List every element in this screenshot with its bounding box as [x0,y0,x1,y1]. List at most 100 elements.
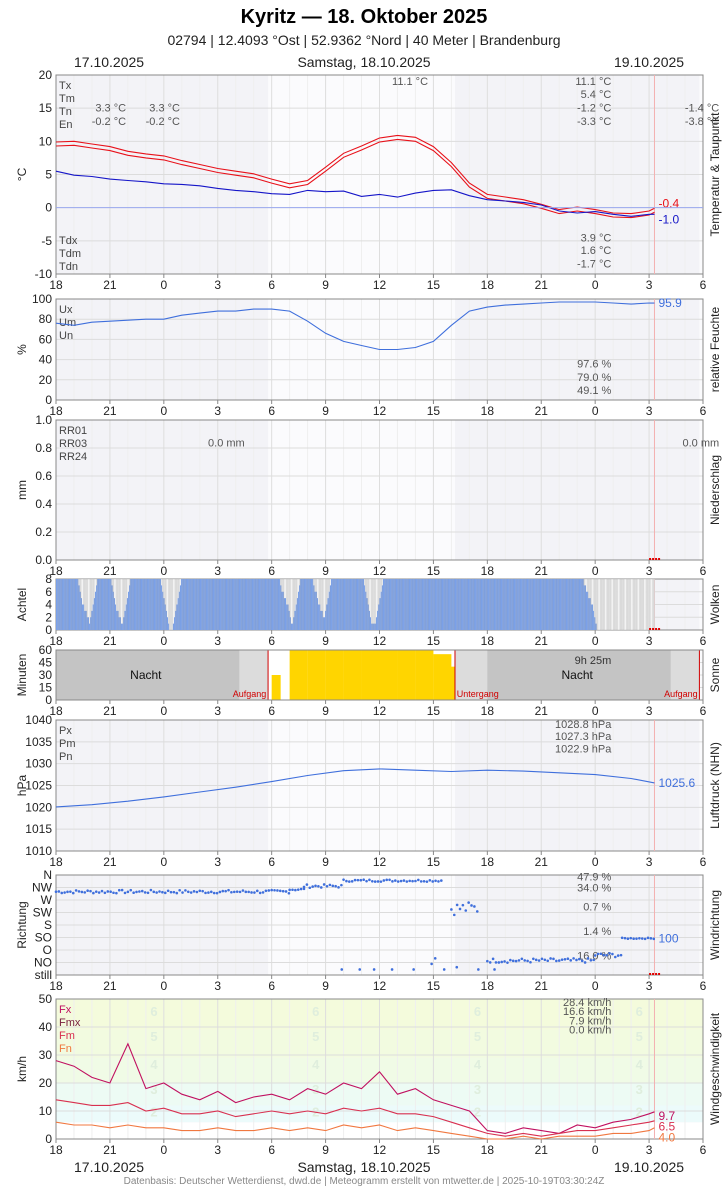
cloud-bar [564,579,567,630]
cloud-bar [289,617,292,630]
direction-point [299,887,303,891]
direction-point [543,958,547,962]
cloud-bar [152,579,155,630]
last-value: 1025.6 [658,776,695,790]
cloud-bar [569,579,571,630]
annotation: 34.0 % [577,883,611,895]
bft-label: 6 [312,1004,319,1019]
cloud-bar [135,579,137,630]
bft-label: 4 [474,1057,482,1072]
cloud-bar [454,579,457,630]
cloud-bar [328,591,330,630]
y-tick-label: 80 [39,312,53,326]
cloud-bar [353,579,355,630]
direction-point [649,937,653,940]
annotation: 0.0 mm [208,438,245,450]
x-tick-label: 18 [49,855,63,869]
cloud-bar [276,579,279,630]
y-tick-label: 0 [45,393,52,407]
cloud-bar [292,623,294,630]
sunset-label: Untergang [457,689,499,699]
direction-point [613,955,617,959]
direction-point [305,883,309,886]
direction-point [458,907,462,911]
cloud-bar [407,579,410,630]
cloud-bar [394,579,397,630]
direction-point [152,890,156,894]
cloud-bar [310,579,313,630]
direction-point [555,959,558,963]
cloud-bar [166,617,169,630]
y-axis-label: hPa [15,775,29,797]
direction-point [563,957,567,961]
direction-point [169,890,173,894]
cloud-bar [430,579,432,630]
legend-entry: Tn [59,106,72,118]
x-tick-label: 18 [481,1143,495,1157]
cloud-bar [296,598,299,630]
cloud-bar [560,579,562,630]
x-tick-label: 0 [592,278,599,292]
cloud-bar [56,579,58,630]
direction-point [109,890,112,894]
x-tick-label: 18 [481,634,495,648]
direction-point [215,891,219,895]
night-label: Nacht [130,668,162,682]
twilight-fill [239,650,269,700]
cloud-bar [404,579,406,630]
cloud-bar [416,579,418,630]
cloud-bar [312,579,314,630]
direction-point [592,958,596,962]
legend-entry: RR24 [59,451,87,463]
cloud-bar [570,579,572,630]
sunrise-label: Aufgang [664,689,698,699]
cloud-bar [61,579,64,630]
cloud-bar [84,610,86,630]
cloud-bar [107,579,110,630]
y-tick-label: 1.0 [35,413,52,427]
cloud-bar [97,579,99,630]
x-tick-label: 21 [103,278,117,292]
direction-point [437,880,440,883]
cloud-bar [332,579,334,630]
cloud-bar [499,579,502,630]
direction-point [86,889,89,893]
last-value: 4.0 [658,1131,675,1145]
y-tick-label: 40 [39,353,53,367]
direction-point [452,913,456,917]
cloud-bar [573,579,575,630]
sun-bar [397,650,416,700]
cloud-bar [246,579,248,630]
direction-point [126,890,130,894]
cloud-bar [119,617,122,630]
cloud-bar [235,579,237,630]
cloud-bar [268,579,270,630]
direction-point [635,937,638,940]
cloud-bar [589,598,591,630]
bft-label: 5 [636,1029,643,1044]
cloud-bar [78,585,80,630]
x-tick-label: 18 [481,704,495,718]
cloud-bar [321,610,323,630]
cloud-bar [163,598,165,630]
cloud-bar [314,591,316,630]
cloud-bar [577,579,580,630]
x-tick-label: 6 [268,855,275,869]
bft-label: 4 [312,1057,320,1072]
cloud-bar [201,579,203,630]
cloud-bar [174,617,176,630]
cloud-bar [99,579,101,630]
cloud-bar [529,579,531,630]
x-tick-label: 21 [535,634,549,648]
cloud-bar [339,579,341,630]
cloud-bar [309,579,312,630]
cloud-bar [342,579,345,630]
side-label: Niederschlag [708,455,722,525]
direction-point [552,957,555,961]
x-tick-label: 6 [700,564,707,578]
x-tick-label: 3 [646,564,653,578]
cloud-bar [558,579,561,630]
cloud-bar [98,579,100,630]
x-tick-label: 9 [322,704,329,718]
legend-entry: Tm [59,93,75,105]
